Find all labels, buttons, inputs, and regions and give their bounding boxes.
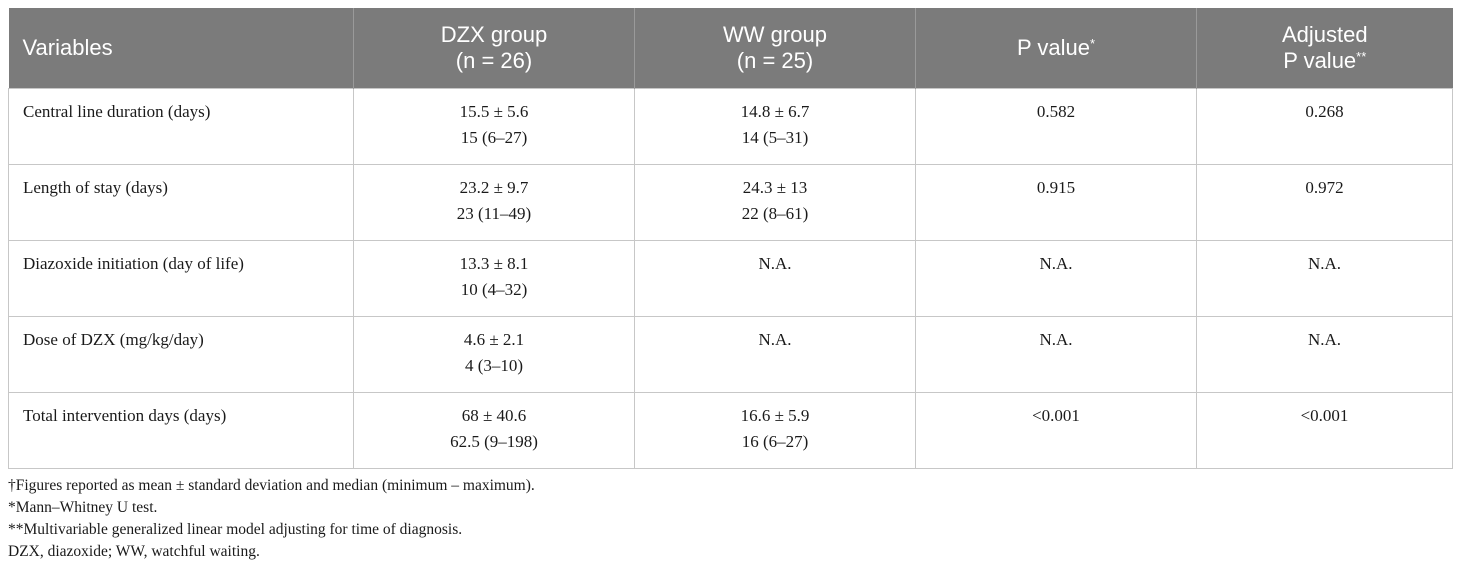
- cell-ww-median: 14 (5–31): [741, 128, 809, 147]
- header-adj-label: Adjusted: [1281, 22, 1368, 47]
- cell-adjusted-p-value: 0.972: [1196, 164, 1453, 241]
- cell-p-value: 0.915: [915, 164, 1197, 241]
- cell-ww: N.A.: [634, 316, 916, 393]
- cell-dzx-mean: 23.2 ± 9.7: [459, 178, 529, 197]
- cell-dzx-median: 15 (6–27): [460, 128, 528, 147]
- header-row: Variables DZX group (n = 26) WW group (n…: [8, 8, 1453, 89]
- header-ww-n: (n = 25): [736, 48, 814, 73]
- cell-dzx-median: 4 (3–10): [464, 356, 524, 375]
- footnote-mann-whitney: *Mann–Whitney U test.: [8, 499, 158, 516]
- table-footnotes: †Figures reported as mean ± standard dev…: [8, 475, 535, 563]
- cell-dzx: 23.2 ± 9.7 23 (11–49): [353, 164, 635, 241]
- header-dzx-label: DZX group: [440, 22, 548, 47]
- header-p-label: P value: [1016, 35, 1090, 60]
- cell-ww-mean: 14.8 ± 6.7: [740, 102, 810, 121]
- table-row: Central line duration (days) 15.5 ± 5.6 …: [8, 88, 1453, 165]
- header-adj-sup: **: [1356, 49, 1367, 64]
- cell-ww-median: 22 (8–61): [741, 204, 809, 223]
- cell-ww-mean: 24.3 ± 13: [742, 178, 808, 197]
- table-row: Total intervention days (days) 68 ± 40.6…: [8, 392, 1453, 469]
- header-p-sup: *: [1089, 36, 1096, 51]
- cell-ww: N.A.: [634, 240, 916, 317]
- cell-ww-median: 16 (6–27): [741, 432, 809, 451]
- cell-ww: 24.3 ± 13 22 (8–61): [634, 164, 916, 241]
- results-table: Variables DZX group (n = 26) WW group (n…: [8, 8, 1453, 469]
- cell-p-value: N.A.: [915, 240, 1197, 317]
- cell-dzx: 15.5 ± 5.6 15 (6–27): [353, 88, 635, 165]
- header-variables-label: Variables: [22, 35, 113, 60]
- table-row: Dose of DZX (mg/kg/day) 4.6 ± 2.1 4 (3–1…: [8, 316, 1453, 393]
- header-p-value: P value*: [915, 8, 1197, 89]
- cell-p-value: N.A.: [915, 316, 1197, 393]
- cell-ww-mean: N.A.: [758, 254, 792, 273]
- cell-variable: Total intervention days (days): [8, 392, 354, 469]
- header-dzx-group: DZX group (n = 26): [353, 8, 635, 89]
- results-table-container: Variables DZX group (n = 26) WW group (n…: [8, 8, 1453, 469]
- header-adjusted-p-value: Adjusted P value**: [1196, 8, 1453, 89]
- cell-adjusted-p-value: N.A.: [1196, 316, 1453, 393]
- cell-variable: Diazoxide initiation (day of life): [8, 240, 354, 317]
- cell-dzx-mean: 68 ± 40.6: [461, 406, 527, 425]
- cell-dzx-median: 62.5 (9–198): [450, 432, 538, 451]
- cell-dzx: 68 ± 40.6 62.5 (9–198): [353, 392, 635, 469]
- cell-ww-mean: 16.6 ± 5.9: [740, 406, 810, 425]
- cell-dzx-median: 10 (4–32): [460, 280, 528, 299]
- table-row: Length of stay (days) 23.2 ± 9.7 23 (11–…: [8, 164, 1453, 241]
- cell-adjusted-p-value: N.A.: [1196, 240, 1453, 317]
- header-ww-label: WW group: [723, 22, 827, 47]
- footnote-multivariable: **Multivariable generalized linear model…: [8, 521, 463, 538]
- cell-variable: Length of stay (days): [8, 164, 354, 241]
- cell-ww-mean: N.A.: [758, 330, 792, 349]
- footnote-abbreviations: DZX, diazoxide; WW, watchful waiting.: [8, 543, 260, 560]
- cell-ww: 14.8 ± 6.7 14 (5–31): [634, 88, 916, 165]
- cell-variable: Central line duration (days): [8, 88, 354, 165]
- cell-p-value: <0.001: [915, 392, 1197, 469]
- cell-dzx: 13.3 ± 8.1 10 (4–32): [353, 240, 635, 317]
- header-ww-group: WW group (n = 25): [634, 8, 916, 89]
- cell-adjusted-p-value: 0.268: [1196, 88, 1453, 165]
- cell-dzx-mean: 13.3 ± 8.1: [459, 254, 529, 273]
- cell-dzx-mean: 15.5 ± 5.6: [459, 102, 529, 121]
- cell-dzx-median: 23 (11–49): [456, 204, 532, 223]
- cell-ww: 16.6 ± 5.9 16 (6–27): [634, 392, 916, 469]
- table-row: Diazoxide initiation (day of life) 13.3 …: [8, 240, 1453, 317]
- header-adj-p-label: P value: [1283, 48, 1357, 73]
- cell-dzx-mean: 4.6 ± 2.1: [463, 330, 525, 349]
- header-dzx-n: (n = 26): [455, 48, 533, 73]
- cell-variable: Dose of DZX (mg/kg/day): [8, 316, 354, 393]
- cell-dzx: 4.6 ± 2.1 4 (3–10): [353, 316, 635, 393]
- header-variables: Variables: [8, 8, 354, 89]
- footnote-figures: †Figures reported as mean ± standard dev…: [8, 477, 535, 494]
- cell-p-value: 0.582: [915, 88, 1197, 165]
- cell-adjusted-p-value: <0.001: [1196, 392, 1453, 469]
